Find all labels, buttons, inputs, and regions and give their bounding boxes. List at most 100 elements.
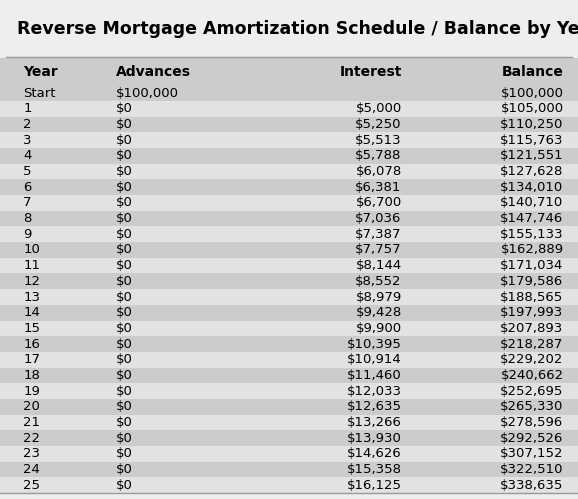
Text: $13,266: $13,266	[347, 416, 402, 429]
Bar	[0, 227, 578, 242]
Text: $8,552: $8,552	[355, 275, 402, 288]
Text: $0: $0	[116, 369, 132, 382]
Text: $207,893: $207,893	[501, 322, 564, 335]
Text: 8: 8	[23, 212, 31, 225]
Bar	[0, 399, 578, 415]
Bar	[0, 320, 578, 336]
Bar	[0, 195, 578, 211]
Text: $12,635: $12,635	[347, 400, 402, 413]
Bar	[0, 58, 578, 85]
Bar	[0, 101, 578, 117]
Text: $147,746: $147,746	[501, 212, 564, 225]
Text: $155,133: $155,133	[500, 228, 564, 241]
Text: $162,889: $162,889	[501, 244, 564, 256]
Text: 12: 12	[23, 275, 40, 288]
Text: Year: Year	[23, 65, 58, 79]
Text: $0: $0	[116, 181, 132, 194]
Text: $278,596: $278,596	[501, 416, 564, 429]
Text: $240,662: $240,662	[501, 369, 564, 382]
Text: 6: 6	[23, 181, 31, 194]
Text: $179,586: $179,586	[501, 275, 564, 288]
Text: $100,000: $100,000	[116, 87, 179, 100]
Text: 18: 18	[23, 369, 40, 382]
Bar	[0, 164, 578, 180]
Text: 25: 25	[23, 479, 40, 492]
Text: Interest: Interest	[339, 65, 402, 79]
Text: 2: 2	[23, 118, 32, 131]
Text: 21: 21	[23, 416, 40, 429]
Text: $0: $0	[116, 385, 132, 398]
Text: 24: 24	[23, 463, 40, 476]
Text: 10: 10	[23, 244, 40, 256]
Text: 13: 13	[23, 290, 40, 303]
Text: Balance: Balance	[502, 65, 564, 79]
Bar	[0, 211, 578, 227]
Text: $6,078: $6,078	[355, 165, 402, 178]
Text: 16: 16	[23, 337, 40, 351]
Bar	[0, 415, 578, 430]
Text: $0: $0	[116, 259, 132, 272]
Text: 14: 14	[23, 306, 40, 319]
Text: $0: $0	[116, 479, 132, 492]
Text: $105,000: $105,000	[501, 102, 564, 115]
Text: $100,000: $100,000	[501, 87, 564, 100]
Text: $0: $0	[116, 290, 132, 303]
Bar	[0, 148, 578, 164]
Text: 11: 11	[23, 259, 40, 272]
Bar	[0, 383, 578, 399]
Text: $0: $0	[116, 275, 132, 288]
Text: $307,152: $307,152	[500, 447, 564, 460]
Text: $0: $0	[116, 165, 132, 178]
Bar	[0, 368, 578, 383]
Text: 3: 3	[23, 134, 32, 147]
Text: $10,914: $10,914	[347, 353, 402, 366]
Text: $140,710: $140,710	[501, 197, 564, 210]
Text: $0: $0	[116, 432, 132, 445]
Text: $197,993: $197,993	[501, 306, 564, 319]
Text: $5,788: $5,788	[355, 149, 402, 162]
Bar	[0, 117, 578, 132]
Bar	[0, 258, 578, 273]
Text: 1: 1	[23, 102, 32, 115]
Text: $0: $0	[116, 197, 132, 210]
Text: $0: $0	[116, 149, 132, 162]
Text: $110,250: $110,250	[500, 118, 564, 131]
Text: $127,628: $127,628	[500, 165, 564, 178]
Text: $7,757: $7,757	[355, 244, 402, 256]
Text: $6,381: $6,381	[355, 181, 402, 194]
Text: 7: 7	[23, 197, 32, 210]
Text: $0: $0	[116, 118, 132, 131]
Text: $5,000: $5,000	[355, 102, 402, 115]
Text: $0: $0	[116, 353, 132, 366]
Bar	[0, 85, 578, 101]
Text: $0: $0	[116, 322, 132, 335]
Text: 9: 9	[23, 228, 31, 241]
Text: $7,036: $7,036	[355, 212, 402, 225]
Text: $188,565: $188,565	[501, 290, 564, 303]
Bar	[0, 180, 578, 195]
Text: $0: $0	[116, 244, 132, 256]
Bar	[0, 336, 578, 352]
Bar	[0, 242, 578, 258]
Text: 20: 20	[23, 400, 40, 413]
Text: $9,900: $9,900	[355, 322, 402, 335]
Text: $5,250: $5,250	[355, 118, 402, 131]
Text: $0: $0	[116, 463, 132, 476]
Text: $0: $0	[116, 212, 132, 225]
Text: 19: 19	[23, 385, 40, 398]
Text: $13,930: $13,930	[347, 432, 402, 445]
Text: Reverse Mortgage Amortization Schedule / Balance by Year: Reverse Mortgage Amortization Schedule /…	[17, 20, 578, 38]
Text: $0: $0	[116, 306, 132, 319]
Text: Start: Start	[23, 87, 55, 100]
Text: $14,626: $14,626	[347, 447, 402, 460]
Text: $0: $0	[116, 400, 132, 413]
Text: $0: $0	[116, 102, 132, 115]
Text: 5: 5	[23, 165, 32, 178]
Text: $8,144: $8,144	[355, 259, 402, 272]
Text: $0: $0	[116, 416, 132, 429]
Text: $121,551: $121,551	[500, 149, 564, 162]
Text: $5,513: $5,513	[355, 134, 402, 147]
Text: $265,330: $265,330	[500, 400, 564, 413]
Bar	[0, 7, 578, 51]
Text: $10,395: $10,395	[347, 337, 402, 351]
